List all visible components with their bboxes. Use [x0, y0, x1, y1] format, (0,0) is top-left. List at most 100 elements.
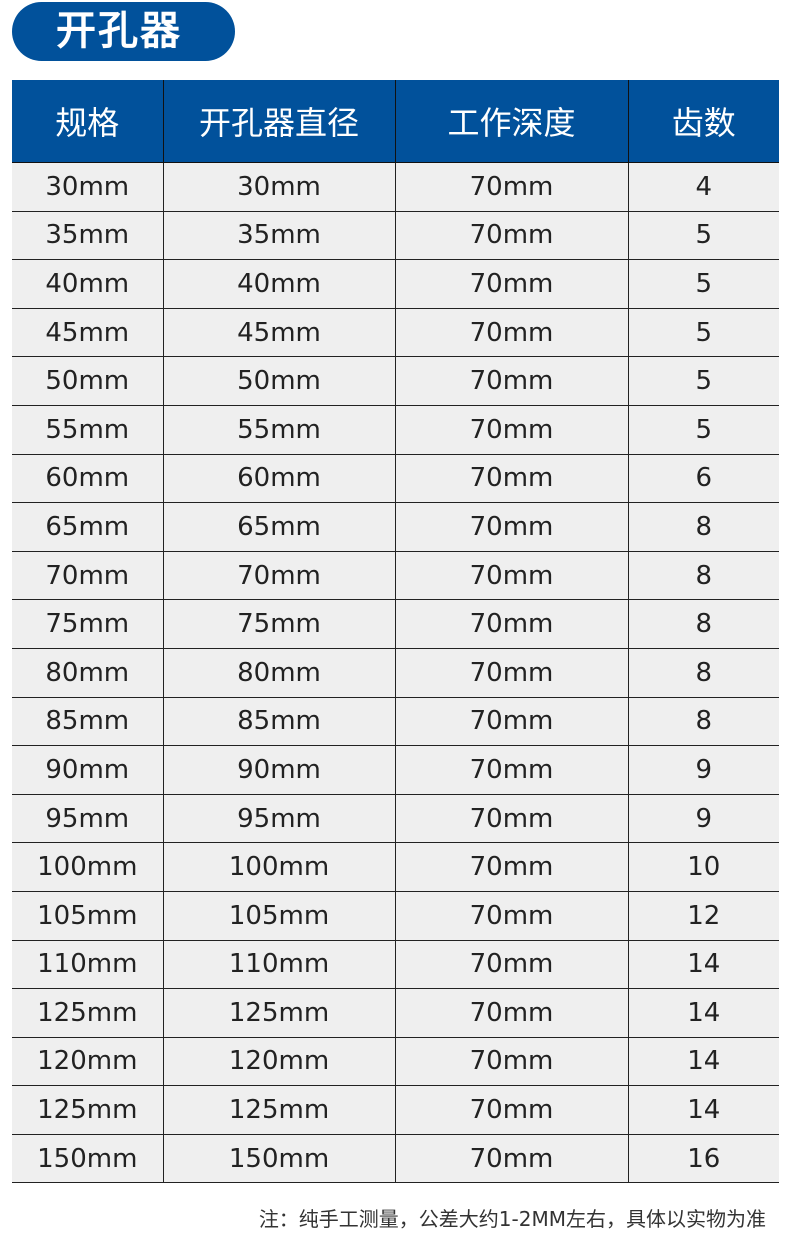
cell-diameter: 70mm	[162, 550, 396, 601]
cell-diameter: 50mm	[162, 356, 396, 406]
cell-teeth: 8	[627, 550, 779, 601]
cell-diameter: 75mm	[162, 599, 396, 649]
cell-diameter: 80mm	[162, 647, 396, 698]
cell-spec: 120mm	[12, 1036, 164, 1087]
cell-teeth: 8	[627, 647, 779, 698]
cell-spec: 85mm	[12, 696, 164, 747]
cell-depth: 70mm	[394, 502, 629, 552]
cell-diameter: 105mm	[162, 890, 396, 941]
cell-diameter: 90mm	[162, 745, 396, 795]
cell-depth: 70mm	[394, 210, 629, 261]
table-row: 45mm 45mm 70mm 5	[12, 307, 779, 358]
cell-spec: 60mm	[12, 453, 164, 504]
table-row: 60mm 60mm 70mm 6	[12, 453, 779, 504]
cell-teeth: 5	[627, 404, 779, 455]
cell-spec: 40mm	[12, 259, 164, 309]
cell-depth: 70mm	[394, 1036, 629, 1087]
cell-depth: 70mm	[394, 988, 629, 1038]
cell-depth: 70mm	[394, 745, 629, 795]
cell-depth: 70mm	[394, 356, 629, 406]
cell-spec: 105mm	[12, 890, 164, 941]
cell-depth: 70mm	[394, 259, 629, 309]
cell-diameter: 85mm	[162, 696, 396, 747]
cell-teeth: 5	[627, 259, 779, 309]
table-row: 65mm 65mm 70mm 8	[12, 502, 779, 552]
cell-teeth: 6	[627, 453, 779, 504]
cell-teeth: 8	[627, 696, 779, 747]
cell-depth: 70mm	[394, 1085, 629, 1135]
cell-diameter: 110mm	[162, 939, 396, 990]
page-title: 开孔器	[12, 2, 235, 61]
cell-spec: 65mm	[12, 502, 164, 552]
cell-teeth: 14	[627, 988, 779, 1038]
table-row: 55mm 55mm 70mm 5	[12, 404, 779, 455]
cell-teeth: 8	[627, 599, 779, 649]
cell-spec: 45mm	[12, 307, 164, 358]
cell-spec: 90mm	[12, 745, 164, 795]
cell-teeth: 9	[627, 793, 779, 844]
cell-teeth: 5	[627, 210, 779, 261]
cell-spec: 50mm	[12, 356, 164, 406]
cell-spec: 100mm	[12, 842, 164, 892]
cell-depth: 70mm	[394, 696, 629, 747]
table-row: 150mm 150mm 70mm 16	[12, 1133, 779, 1184]
cell-diameter: 30mm	[162, 162, 396, 212]
cell-teeth: 5	[627, 356, 779, 406]
cell-diameter: 55mm	[162, 404, 396, 455]
cell-teeth: 8	[627, 502, 779, 552]
header-depth: 工作深度	[394, 80, 629, 163]
spec-table: 规格 开孔器直径 工作深度 齿数 30mm 30mm 70mm 4 35mm 35mm 70…	[12, 80, 779, 1184]
cell-spec: 55mm	[12, 404, 164, 455]
cell-diameter: 125mm	[162, 988, 396, 1038]
header-diameter: 开孔器直径	[162, 80, 396, 163]
cell-depth: 70mm	[394, 939, 629, 990]
table-row: 125mm 125mm 70mm 14	[12, 1085, 779, 1135]
cell-depth: 70mm	[394, 793, 629, 844]
cell-spec: 75mm	[12, 599, 164, 649]
footnote: 注：纯手工测量，公差大约1-2MM左右，具体以实物为准	[258, 1207, 766, 1231]
cell-diameter: 95mm	[162, 793, 396, 844]
cell-spec: 35mm	[12, 210, 164, 261]
cell-depth: 70mm	[394, 162, 629, 212]
cell-diameter: 35mm	[162, 210, 396, 261]
cell-spec: 70mm	[12, 550, 164, 601]
table-row: 105mm 105mm 70mm 12	[12, 890, 779, 941]
cell-teeth: 10	[627, 842, 779, 892]
cell-spec: 95mm	[12, 793, 164, 844]
table-row: 40mm 40mm 70mm 5	[12, 259, 779, 309]
cell-teeth: 14	[627, 939, 779, 990]
table-row: 95mm 95mm 70mm 9	[12, 793, 779, 844]
cell-depth: 70mm	[394, 599, 629, 649]
cell-depth: 70mm	[394, 1133, 629, 1184]
cell-depth: 70mm	[394, 550, 629, 601]
cell-spec: 150mm	[12, 1133, 164, 1184]
cell-diameter: 125mm	[162, 1085, 396, 1135]
cell-diameter: 60mm	[162, 453, 396, 504]
table-row: 100mm 100mm 70mm 10	[12, 842, 779, 892]
cell-spec: 30mm	[12, 162, 164, 212]
header-teeth: 齿数	[627, 80, 779, 163]
table-row: 90mm 90mm 70mm 9	[12, 745, 779, 795]
cell-spec: 110mm	[12, 939, 164, 990]
table-row: 35mm 35mm 70mm 5	[12, 210, 779, 261]
cell-diameter: 150mm	[162, 1133, 396, 1184]
cell-diameter: 120mm	[162, 1036, 396, 1087]
cell-teeth: 14	[627, 1085, 779, 1135]
cell-depth: 70mm	[394, 842, 629, 892]
table-row: 70mm 70mm 70mm 8	[12, 550, 779, 601]
cell-diameter: 45mm	[162, 307, 396, 358]
cell-teeth: 12	[627, 890, 779, 941]
cell-teeth: 14	[627, 1036, 779, 1087]
table-header-row: 规格 开孔器直径 工作深度 齿数	[12, 80, 779, 163]
cell-teeth: 9	[627, 745, 779, 795]
cell-diameter: 40mm	[162, 259, 396, 309]
cell-depth: 70mm	[394, 890, 629, 941]
cell-teeth: 16	[627, 1133, 779, 1184]
table-row: 80mm 80mm 70mm 8	[12, 647, 779, 698]
cell-depth: 70mm	[394, 307, 629, 358]
table-row: 120mm 120mm 70mm 14	[12, 1036, 779, 1087]
cell-spec: 125mm	[12, 1085, 164, 1135]
cell-teeth: 5	[627, 307, 779, 358]
cell-diameter: 100mm	[162, 842, 396, 892]
cell-depth: 70mm	[394, 453, 629, 504]
